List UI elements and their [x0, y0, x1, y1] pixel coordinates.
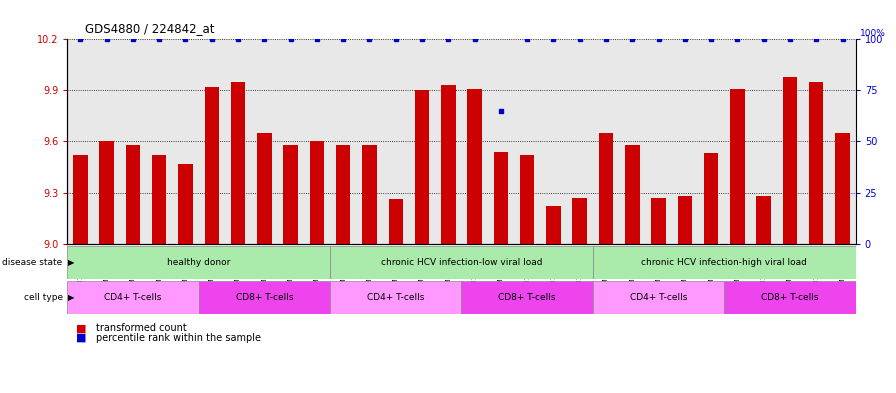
Bar	[625, 145, 640, 244]
Bar	[67, 246, 330, 279]
Bar	[99, 141, 114, 244]
Text: 100%: 100%	[859, 29, 885, 38]
Text: ■: ■	[76, 333, 87, 343]
Bar	[468, 89, 482, 244]
Bar	[704, 153, 719, 244]
Bar	[330, 281, 461, 314]
Bar	[415, 90, 429, 244]
Bar	[651, 198, 666, 244]
Text: chronic HCV infection-high viral load: chronic HCV infection-high viral load	[642, 258, 807, 267]
Bar	[573, 198, 587, 244]
Bar	[677, 196, 692, 244]
Bar	[336, 145, 350, 244]
Bar	[125, 145, 140, 244]
Bar	[204, 87, 219, 244]
Text: CD8+ T-cells: CD8+ T-cells	[498, 293, 556, 302]
Bar	[593, 246, 856, 279]
Text: chronic HCV infection-low viral load: chronic HCV infection-low viral load	[381, 258, 542, 267]
Bar	[730, 89, 745, 244]
Bar	[283, 145, 297, 244]
Bar	[389, 199, 403, 244]
Text: CD4+ T-cells: CD4+ T-cells	[630, 293, 687, 302]
Text: healthy donor: healthy donor	[167, 258, 230, 267]
Bar	[441, 85, 455, 244]
Bar	[67, 281, 199, 314]
Bar	[599, 133, 613, 244]
Bar	[835, 133, 849, 244]
Bar	[257, 133, 271, 244]
Bar	[461, 281, 593, 314]
Text: CD4+ T-cells: CD4+ T-cells	[367, 293, 425, 302]
Bar	[494, 152, 508, 244]
Bar	[178, 163, 193, 244]
Text: CD8+ T-cells: CD8+ T-cells	[762, 293, 819, 302]
Bar	[152, 155, 167, 244]
Bar	[593, 281, 724, 314]
Text: percentile rank within the sample: percentile rank within the sample	[96, 333, 261, 343]
Bar	[809, 82, 823, 244]
Text: GDS4880 / 224842_at: GDS4880 / 224842_at	[85, 22, 215, 35]
Bar	[756, 196, 771, 244]
Bar	[231, 82, 246, 244]
Bar	[330, 246, 593, 279]
Bar	[73, 155, 88, 244]
Bar	[199, 281, 330, 314]
Bar	[310, 141, 324, 244]
Text: CD4+ T-cells: CD4+ T-cells	[104, 293, 161, 302]
Text: ■: ■	[76, 323, 87, 333]
Text: disease state: disease state	[3, 258, 63, 267]
Text: ▶: ▶	[68, 258, 74, 267]
Text: cell type: cell type	[23, 293, 63, 302]
Bar	[547, 206, 561, 244]
Bar	[362, 145, 376, 244]
Bar	[783, 77, 797, 244]
Bar	[520, 155, 534, 244]
Text: CD8+ T-cells: CD8+ T-cells	[236, 293, 293, 302]
Bar	[724, 281, 856, 314]
Text: ▶: ▶	[68, 293, 74, 302]
Text: transformed count: transformed count	[96, 323, 186, 333]
